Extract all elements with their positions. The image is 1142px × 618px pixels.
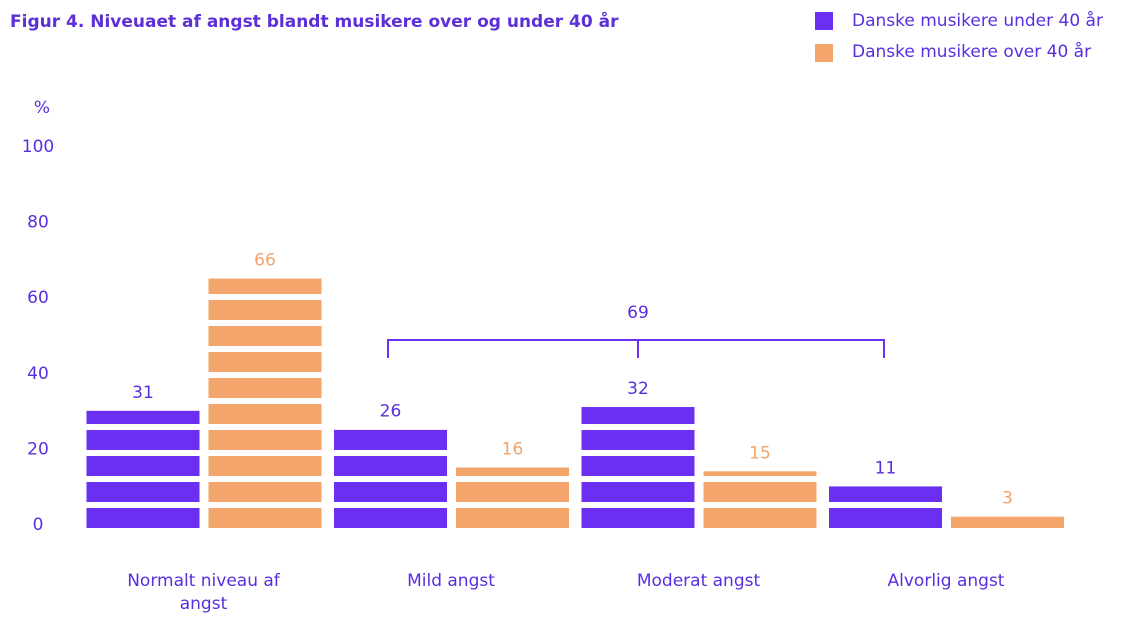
bar-gap [703, 476, 817, 482]
legend-swatch [815, 44, 833, 62]
y-tick-label: 60 [27, 288, 49, 308]
y-axis-label: % [34, 98, 50, 118]
y-tick-label: 100 [22, 137, 54, 157]
legend-label: Danske musikere under 40 år [852, 10, 1103, 31]
legend-swatch [815, 12, 833, 30]
bar-gap [829, 502, 942, 508]
bar-gap [456, 502, 569, 508]
x-tick-label: Mild angst [407, 571, 495, 591]
x-tick-label: Normalt niveau af angst [127, 571, 280, 614]
bar-gap [86, 450, 200, 456]
value-label: 15 [749, 443, 771, 463]
bar-gap [208, 398, 322, 404]
bar-gap [581, 450, 695, 456]
annotation: 69 [627, 303, 649, 323]
value-label: 16 [502, 440, 524, 460]
bar [86, 410, 200, 528]
bar-gap [581, 424, 695, 430]
bar-gap [456, 476, 569, 482]
y-tick-label: 80 [27, 213, 49, 233]
bracket [387, 339, 885, 358]
bar-gap [208, 294, 322, 300]
y-tick-label: 0 [33, 515, 44, 535]
value-label: 31 [132, 383, 154, 403]
x-tick-label: Alvorlig angst [887, 571, 1005, 591]
bar-gap [208, 346, 322, 352]
bar-gap [208, 502, 322, 508]
bar [951, 516, 1064, 528]
bar-gap [208, 450, 322, 456]
value-label: 32 [627, 379, 649, 399]
value-label: 26 [380, 402, 402, 422]
bar-gap [703, 502, 817, 508]
bar-gap [86, 424, 200, 430]
y-tick-label: 40 [27, 364, 49, 384]
bar-gap [208, 476, 322, 482]
value-label: 66 [254, 251, 276, 271]
bar-gap [208, 320, 322, 326]
bar-gap [208, 424, 322, 430]
bar-gap [334, 476, 447, 482]
chart-title: Figur 4. Niveuaet af angst blandt musike… [10, 10, 619, 32]
bar-gap [334, 502, 447, 508]
y-tick-label: 20 [27, 439, 49, 459]
value-label: 3 [1002, 489, 1013, 509]
bar-gap [86, 476, 200, 482]
bar-gap [334, 450, 447, 456]
bar-gap [208, 372, 322, 378]
bar-gap [581, 502, 695, 508]
x-tick-label: Moderat angst [636, 571, 761, 591]
legend-label: Danske musikere over 40 år [852, 41, 1091, 62]
bar-gap [581, 476, 695, 482]
value-label: 11 [875, 458, 897, 478]
bar-gap [86, 502, 200, 508]
